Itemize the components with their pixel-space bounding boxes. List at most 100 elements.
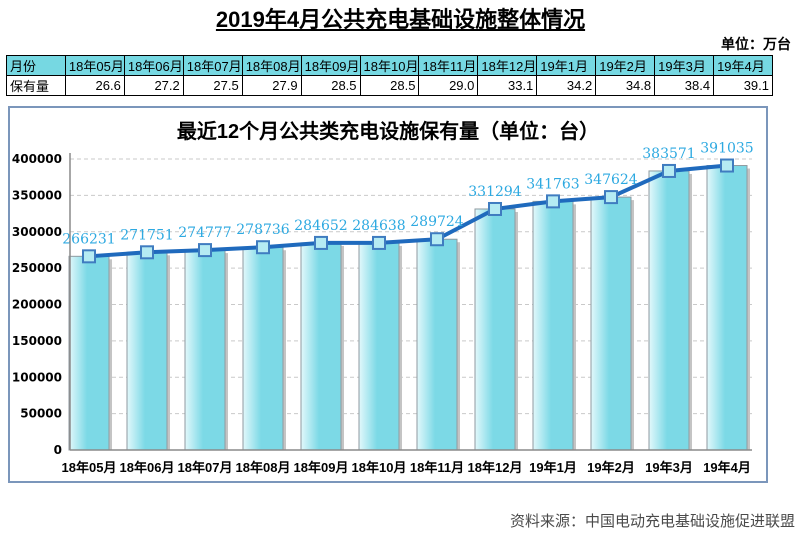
svg-text:300000: 300000 — [12, 225, 62, 239]
x-axis-tick-labels: 18年05月 18年06月 18年07月 18年08月 18年09月 18年10月 18年1… — [62, 460, 751, 475]
bar — [358, 242, 400, 451]
svg-text:274777: 274777 — [178, 225, 231, 241]
svg-text:18年11月: 18年11月 — [410, 460, 464, 475]
svg-text:18年09月: 18年09月 — [294, 460, 349, 475]
bar-shadow — [167, 255, 170, 450]
svg-text:19年2月: 19年2月 — [587, 460, 635, 475]
month-header-cell: 18年08月 — [241, 55, 302, 76]
month-header-cell: 18年05月 — [64, 55, 125, 76]
marker — [140, 245, 154, 260]
month-header-cell: 19年3月 — [654, 55, 715, 76]
value-cell: 38.4 — [654, 75, 715, 96]
bar — [416, 238, 458, 451]
svg-text:284638: 284638 — [352, 218, 405, 234]
bar-shadow — [573, 204, 576, 450]
marker — [662, 163, 676, 178]
svg-text:200000: 200000 — [12, 298, 62, 312]
marker — [256, 240, 270, 255]
svg-text:18年05月: 18年05月 — [62, 460, 117, 475]
svg-text:331294: 331294 — [468, 184, 522, 200]
table-value-row: 保有量 26.6 27.2 27.5 27.9 28.5 28.5 29.0 33.1 34.2… — [6, 75, 773, 96]
svg-text:19年1月: 19年1月 — [529, 460, 577, 475]
svg-text:18年07月: 18年07月 — [178, 460, 233, 475]
bar — [706, 165, 748, 451]
svg-text:18年08月: 18年08月 — [236, 460, 291, 475]
bar — [590, 196, 632, 451]
month-header-cell: 18年07月 — [182, 55, 243, 76]
svg-text:50000: 50000 — [20, 407, 62, 421]
svg-text:383571: 383571 — [642, 146, 695, 162]
bar-shadow — [515, 211, 518, 450]
svg-text:266231: 266231 — [62, 231, 115, 247]
month-header-cell: 18年10月 — [359, 55, 420, 76]
value-cell: 33.1 — [477, 75, 538, 96]
value-cell: 27.9 — [241, 75, 302, 96]
svg-text:0: 0 — [54, 443, 62, 457]
value-cell: 27.2 — [123, 75, 184, 96]
gridlines — [70, 158, 752, 415]
svg-text:150000: 150000 — [12, 334, 62, 348]
marker — [720, 158, 734, 173]
svg-text:250000: 250000 — [12, 261, 62, 275]
chart-container: 最近12个月公共类充电设施保有量（单位：台） 0 50000 100000 15000… — [8, 106, 768, 483]
bar-shadow — [631, 200, 634, 450]
value-cell: 27.5 — [182, 75, 243, 96]
bar — [532, 200, 574, 451]
marker — [546, 194, 560, 209]
line-series — [88, 163, 728, 259]
table-header-row: 月份 18年05月 18年06月 18年07月 18年08月 18年09月 18年10月 1… — [6, 55, 773, 76]
month-header-cell: 18年11月 — [418, 55, 479, 76]
marker — [488, 201, 502, 216]
value-cell: 34.2 — [536, 75, 597, 96]
month-header-cell: 18年12月 — [477, 55, 538, 76]
svg-text:278736: 278736 — [236, 222, 290, 238]
month-header-cell: 19年4月 — [713, 55, 773, 76]
chart-title: 最近12个月公共类充电设施保有量（单位：台） — [176, 121, 600, 143]
svg-text:284652: 284652 — [294, 218, 347, 234]
svg-text:391035: 391035 — [700, 141, 753, 157]
bar — [242, 246, 284, 451]
svg-text:18年06月: 18年06月 — [120, 460, 175, 475]
month-header-cell: 18年06月 — [123, 55, 184, 76]
marker — [372, 235, 386, 250]
month-header-cell: 19年1月 — [536, 55, 597, 76]
bar-shadow — [283, 250, 286, 450]
month-header-cell: 19年2月 — [595, 55, 656, 76]
bar-shadow — [109, 259, 112, 450]
table-row2-header: 保有量 — [6, 75, 66, 96]
chart-plot: 0 50000 100000 150000 200000 250000 300000 3500… — [12, 141, 754, 475]
month-header-cell: 18年09月 — [300, 55, 361, 76]
bar-shadow — [225, 253, 228, 450]
bar — [68, 255, 110, 451]
svg-text:289724: 289724 — [410, 214, 464, 230]
marker — [604, 190, 618, 205]
value-cell: 28.5 — [300, 75, 361, 96]
bar — [474, 208, 516, 451]
value-cell: 34.8 — [595, 75, 656, 96]
source-note: 资料来源：中国电动充电基础设施促进联盟 — [509, 513, 795, 530]
value-cell: 29.0 — [418, 75, 479, 96]
svg-text:19年4月: 19年4月 — [703, 460, 751, 475]
bar-shadow — [689, 173, 692, 450]
bar — [648, 170, 690, 451]
svg-text:18年10月: 18年10月 — [352, 460, 407, 475]
bar-shadow — [399, 245, 402, 450]
bar — [184, 249, 226, 451]
unit-note: 单位：万台 — [721, 36, 791, 52]
line-markers — [82, 158, 734, 264]
table-row1-header: 月份 — [6, 55, 66, 76]
bar-series — [68, 165, 750, 451]
svg-text:100000: 100000 — [12, 370, 62, 384]
y-axis-tick-labels: 0 50000 100000 150000 200000 250000 300000 3500… — [12, 152, 62, 457]
data-labels: 266231 271751 274777 278736 284652 284638 2897… — [62, 141, 753, 248]
marker — [82, 249, 96, 264]
bar-shadow — [747, 168, 750, 450]
svg-text:341763: 341763 — [526, 176, 579, 192]
value-cell: 26.6 — [64, 75, 125, 96]
marker — [430, 232, 444, 247]
svg-text:400000: 400000 — [12, 152, 62, 166]
bar-shadow — [457, 242, 460, 450]
svg-text:350000: 350000 — [12, 188, 62, 202]
summary-table: 月份 18年05月 18年06月 18年07月 18年08月 18年09月 18年10月 1… — [6, 55, 773, 96]
svg-text:18年12月: 18年12月 — [468, 460, 523, 475]
